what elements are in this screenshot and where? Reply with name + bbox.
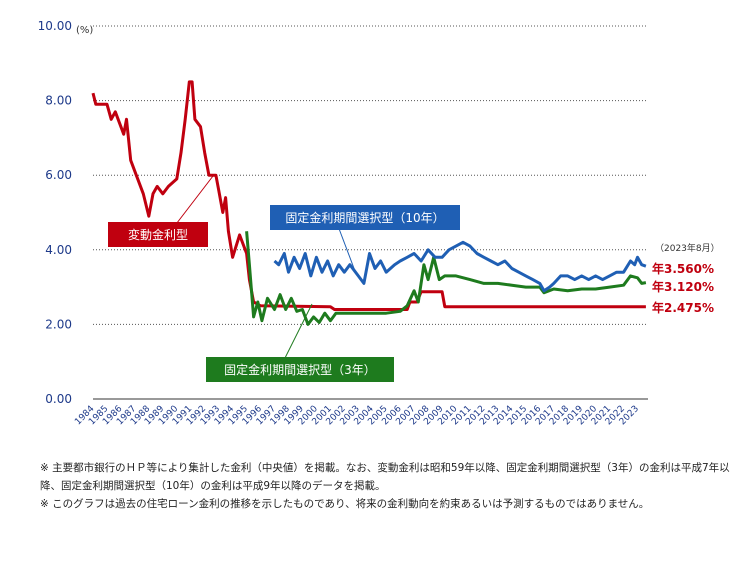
callout-fixed3: 固定金利期間選択型（3年）	[206, 357, 394, 382]
series-line-variable	[91, 80, 646, 311]
footnote-1: ※ 主要都市銀行のＨＰ等により集計した金利（中央値）を掲載。なお、変動金利は昭和…	[40, 462, 730, 492]
footnote-2: ※ このグラフは過去の住宅ローン金利の推移を示したものであり、将来の金利動向を約…	[40, 498, 650, 510]
rate-chart: 0.00 2.00 4.00 6.00 8.00 10.00 (%) 1984198519…	[38, 19, 720, 427]
end-value-fixed10: 年3.560%	[652, 261, 714, 276]
end-value-variable: 年2.475%	[652, 300, 714, 315]
y-tick-label: 2.00	[45, 317, 72, 331]
callout-variable: 変動金利型	[108, 222, 208, 247]
x-axis-ticks: 1984198519861987198819891990199119921993…	[73, 404, 641, 427]
callout-fixed10-label: 固定金利期間選択型（10年）	[285, 210, 444, 225]
y-axis-ticks: 0.00 2.00 4.00 6.00 8.00 10.00	[38, 19, 72, 406]
footnotes: ※ 主要都市銀行のＨＰ等により集計した金利（中央値）を掲載。なお、変動金利は昭和…	[40, 459, 730, 513]
end-value-fixed3: 年3.120%	[652, 279, 714, 294]
y-tick-label: 6.00	[45, 168, 72, 182]
callout-variable-label: 変動金利型	[128, 227, 188, 242]
series-line-fixed3	[245, 231, 647, 326]
y-tick-label: 10.00	[38, 19, 72, 33]
y-tick-label: 4.00	[45, 243, 72, 257]
callout-fixed3-label: 固定金利期間選択型（3年）	[224, 362, 376, 377]
y-tick-label: 0.00	[45, 392, 72, 406]
series-layer	[91, 80, 647, 326]
as-of-date: （2023年8月）	[655, 242, 720, 254]
leader-line-fixed10	[337, 225, 356, 272]
leader-line-fixed3	[284, 303, 313, 359]
unit-label: (%)	[76, 25, 93, 36]
series-line-fixed10	[273, 240, 647, 293]
grid-lines	[93, 25, 648, 400]
callout-fixed10: 固定金利期間選択型（10年）	[270, 205, 460, 230]
y-tick-label: 8.00	[45, 94, 72, 108]
